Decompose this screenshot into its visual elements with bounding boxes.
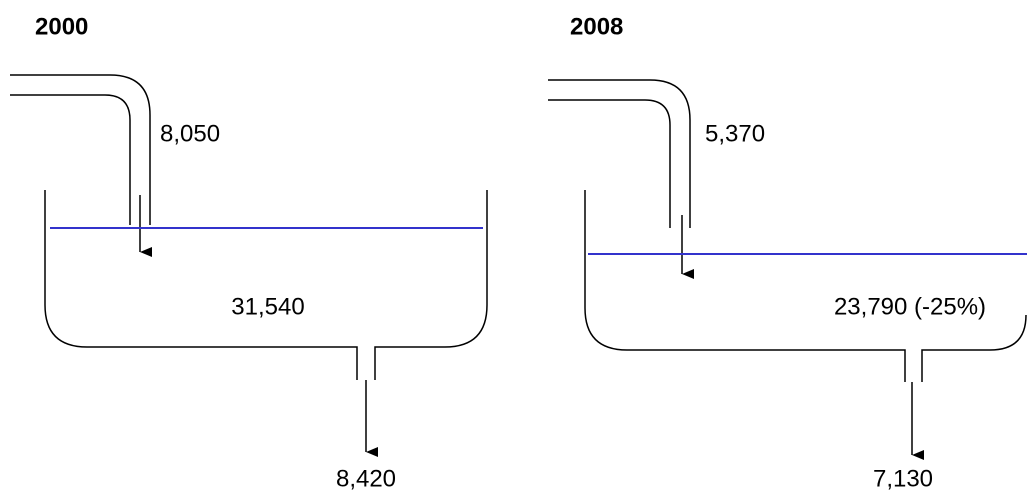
- inflow-pipe: [548, 99, 671, 228]
- tank: [44, 190, 358, 380]
- inflow-pipe: [10, 74, 151, 225]
- outflow-label: 7,130: [873, 465, 933, 492]
- panel-year: 2008: [570, 13, 623, 40]
- inflow-pipe: [10, 94, 131, 225]
- inflow-label: 8,050: [160, 120, 220, 147]
- panel-2000: 2000 8,050 31,540 8,420: [10, 13, 488, 492]
- tank: [921, 314, 1027, 382]
- tank: [584, 190, 906, 382]
- panel-year: 2000: [35, 13, 88, 40]
- outflow-label: 8,420: [336, 465, 396, 492]
- stock-label: 23,790 (-25%): [834, 293, 986, 320]
- panel-2008: 2008 5,370 23,790 (-25%) 7,130: [548, 13, 1027, 492]
- stock-label: 31,540: [231, 293, 304, 320]
- inflow-label: 5,370: [705, 120, 765, 147]
- tank: [374, 190, 488, 380]
- inflow-pipe: [548, 79, 691, 228]
